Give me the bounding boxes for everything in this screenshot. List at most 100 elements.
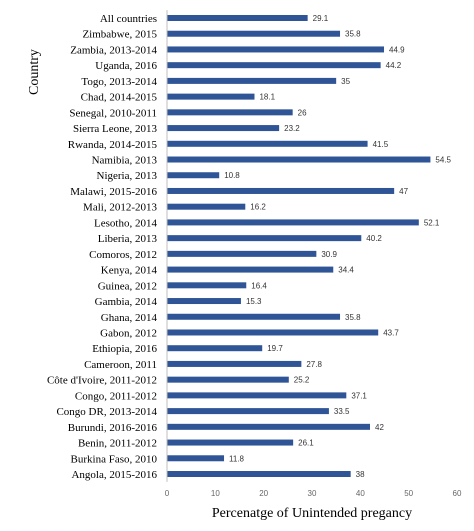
value-label: 19.7 [267,344,283,353]
value-label: 15.3 [246,297,262,306]
bar [167,219,419,226]
bar [167,376,289,383]
category-label: Ethiopia, 2016 [92,343,157,355]
x-axis-title: Percenatge of Unintended pregancy [212,506,412,521]
category-label: Kenya, 2014 [101,265,158,277]
value-label: 38 [356,470,365,479]
category-label: Zambia, 2013-2014 [70,44,157,56]
category-label: Cameroon, 2011 [84,359,157,371]
bar [167,250,317,257]
value-label: 35 [341,77,350,86]
bar [167,93,255,100]
category-labels: All countries Zimbabwe, 2015 Zambia, 2013-… [47,13,158,481]
value-label: 43.7 [383,328,399,337]
category-label: Gambia, 2014 [95,296,158,308]
value-label: 33.5 [334,407,350,416]
x-tick-label: 60 [453,489,462,498]
bar [167,408,329,415]
category-label: Lesotho, 2014 [94,217,157,229]
value-label: 37.1 [351,391,367,400]
value-label: 23.2 [284,124,300,133]
bar [167,109,293,116]
value-label: 10.8 [224,171,240,180]
bar [167,360,302,367]
category-label: Malawi, 2015-2016 [70,186,157,198]
bar [167,439,294,446]
category-label: Ghana, 2014 [101,312,158,324]
x-tick-labels: 0 10 20 30 40 50 60 [165,489,462,498]
value-label: 41.5 [373,140,389,149]
category-label: Comoros, 2012 [89,249,157,261]
value-label: 16.4 [251,281,267,290]
value-label: 54.5 [435,156,451,165]
bar [167,203,246,210]
value-label: 30.9 [321,250,337,259]
bar [167,77,337,84]
value-label: 52.1 [424,218,440,227]
value-label: 42 [375,423,384,432]
category-label: Mali, 2012-2013 [83,202,157,214]
category-label: Rwanda, 2014-2015 [68,139,158,151]
value-label: 16.2 [250,203,266,212]
x-tick-label: 40 [356,489,365,498]
value-label: 27.8 [306,360,322,369]
bar [167,282,247,289]
value-label: 44.2 [386,61,402,70]
value-label: 35.8 [345,313,361,322]
value-label: 26.1 [298,439,314,448]
bar [167,329,379,336]
value-label: 40.2 [366,234,382,243]
bar [167,30,341,37]
category-label: Namibia, 2013 [92,155,158,167]
bar [167,156,431,163]
category-label: Zimbabwe, 2015 [82,29,157,41]
category-label: Gabon, 2012 [100,327,157,339]
bars [167,15,431,477]
bar [167,345,263,352]
category-label: Guinea, 2012 [98,280,157,292]
bar [167,62,381,69]
bar [167,471,351,477]
category-label: Côte d'Ivoire, 2011-2012 [47,375,157,387]
bar [167,235,362,242]
value-label: 35.8 [345,30,361,39]
value-label: 18.1 [259,93,275,102]
category-label: Angola, 2015-2016 [71,469,157,481]
bar [167,15,308,21]
category-label: Congo, 2011-2012 [75,390,157,402]
value-label: 34.4 [338,266,354,275]
category-label: Togo, 2013-2014 [81,76,157,88]
value-label: 47 [399,187,408,196]
category-label: All countries [100,13,157,25]
bar [167,140,368,147]
bar [167,266,334,273]
x-tick-label: 20 [259,489,268,498]
x-tick-label: 30 [308,489,317,498]
category-label: Benin, 2011-2012 [78,438,157,450]
bar [167,455,225,462]
value-label: 44.9 [389,45,405,54]
value-label: 11.8 [229,454,245,463]
value-label: 26 [298,108,307,117]
category-label: Senegal, 2010-2011 [69,107,157,119]
category-label: Nigeria, 2013 [97,170,158,182]
value-label: 29.1 [313,14,329,23]
y-axis-title: Country [27,49,42,95]
category-label: Chad, 2014-2015 [81,92,158,104]
bar [167,187,395,194]
bar [167,392,347,399]
value-labels: 29.1 35.8 44.9 44.2 35 18.1 26 23.2 41.5 54.5 10.8… [224,14,451,479]
x-tick-label: 0 [165,489,170,498]
bar [167,125,280,132]
category-label: Sierra Leone, 2013 [73,123,157,135]
bar [167,172,220,179]
category-label: Burkina Faso, 2010 [71,453,158,465]
x-tick-label: 10 [211,489,220,498]
value-label: 25.2 [294,376,310,385]
category-label: Liberia, 2013 [98,233,158,245]
category-label: Uganda, 2016 [95,60,157,72]
category-label: Burundi, 2016-2016 [68,422,158,434]
bar [167,298,241,305]
x-tick-label: 50 [404,489,413,498]
